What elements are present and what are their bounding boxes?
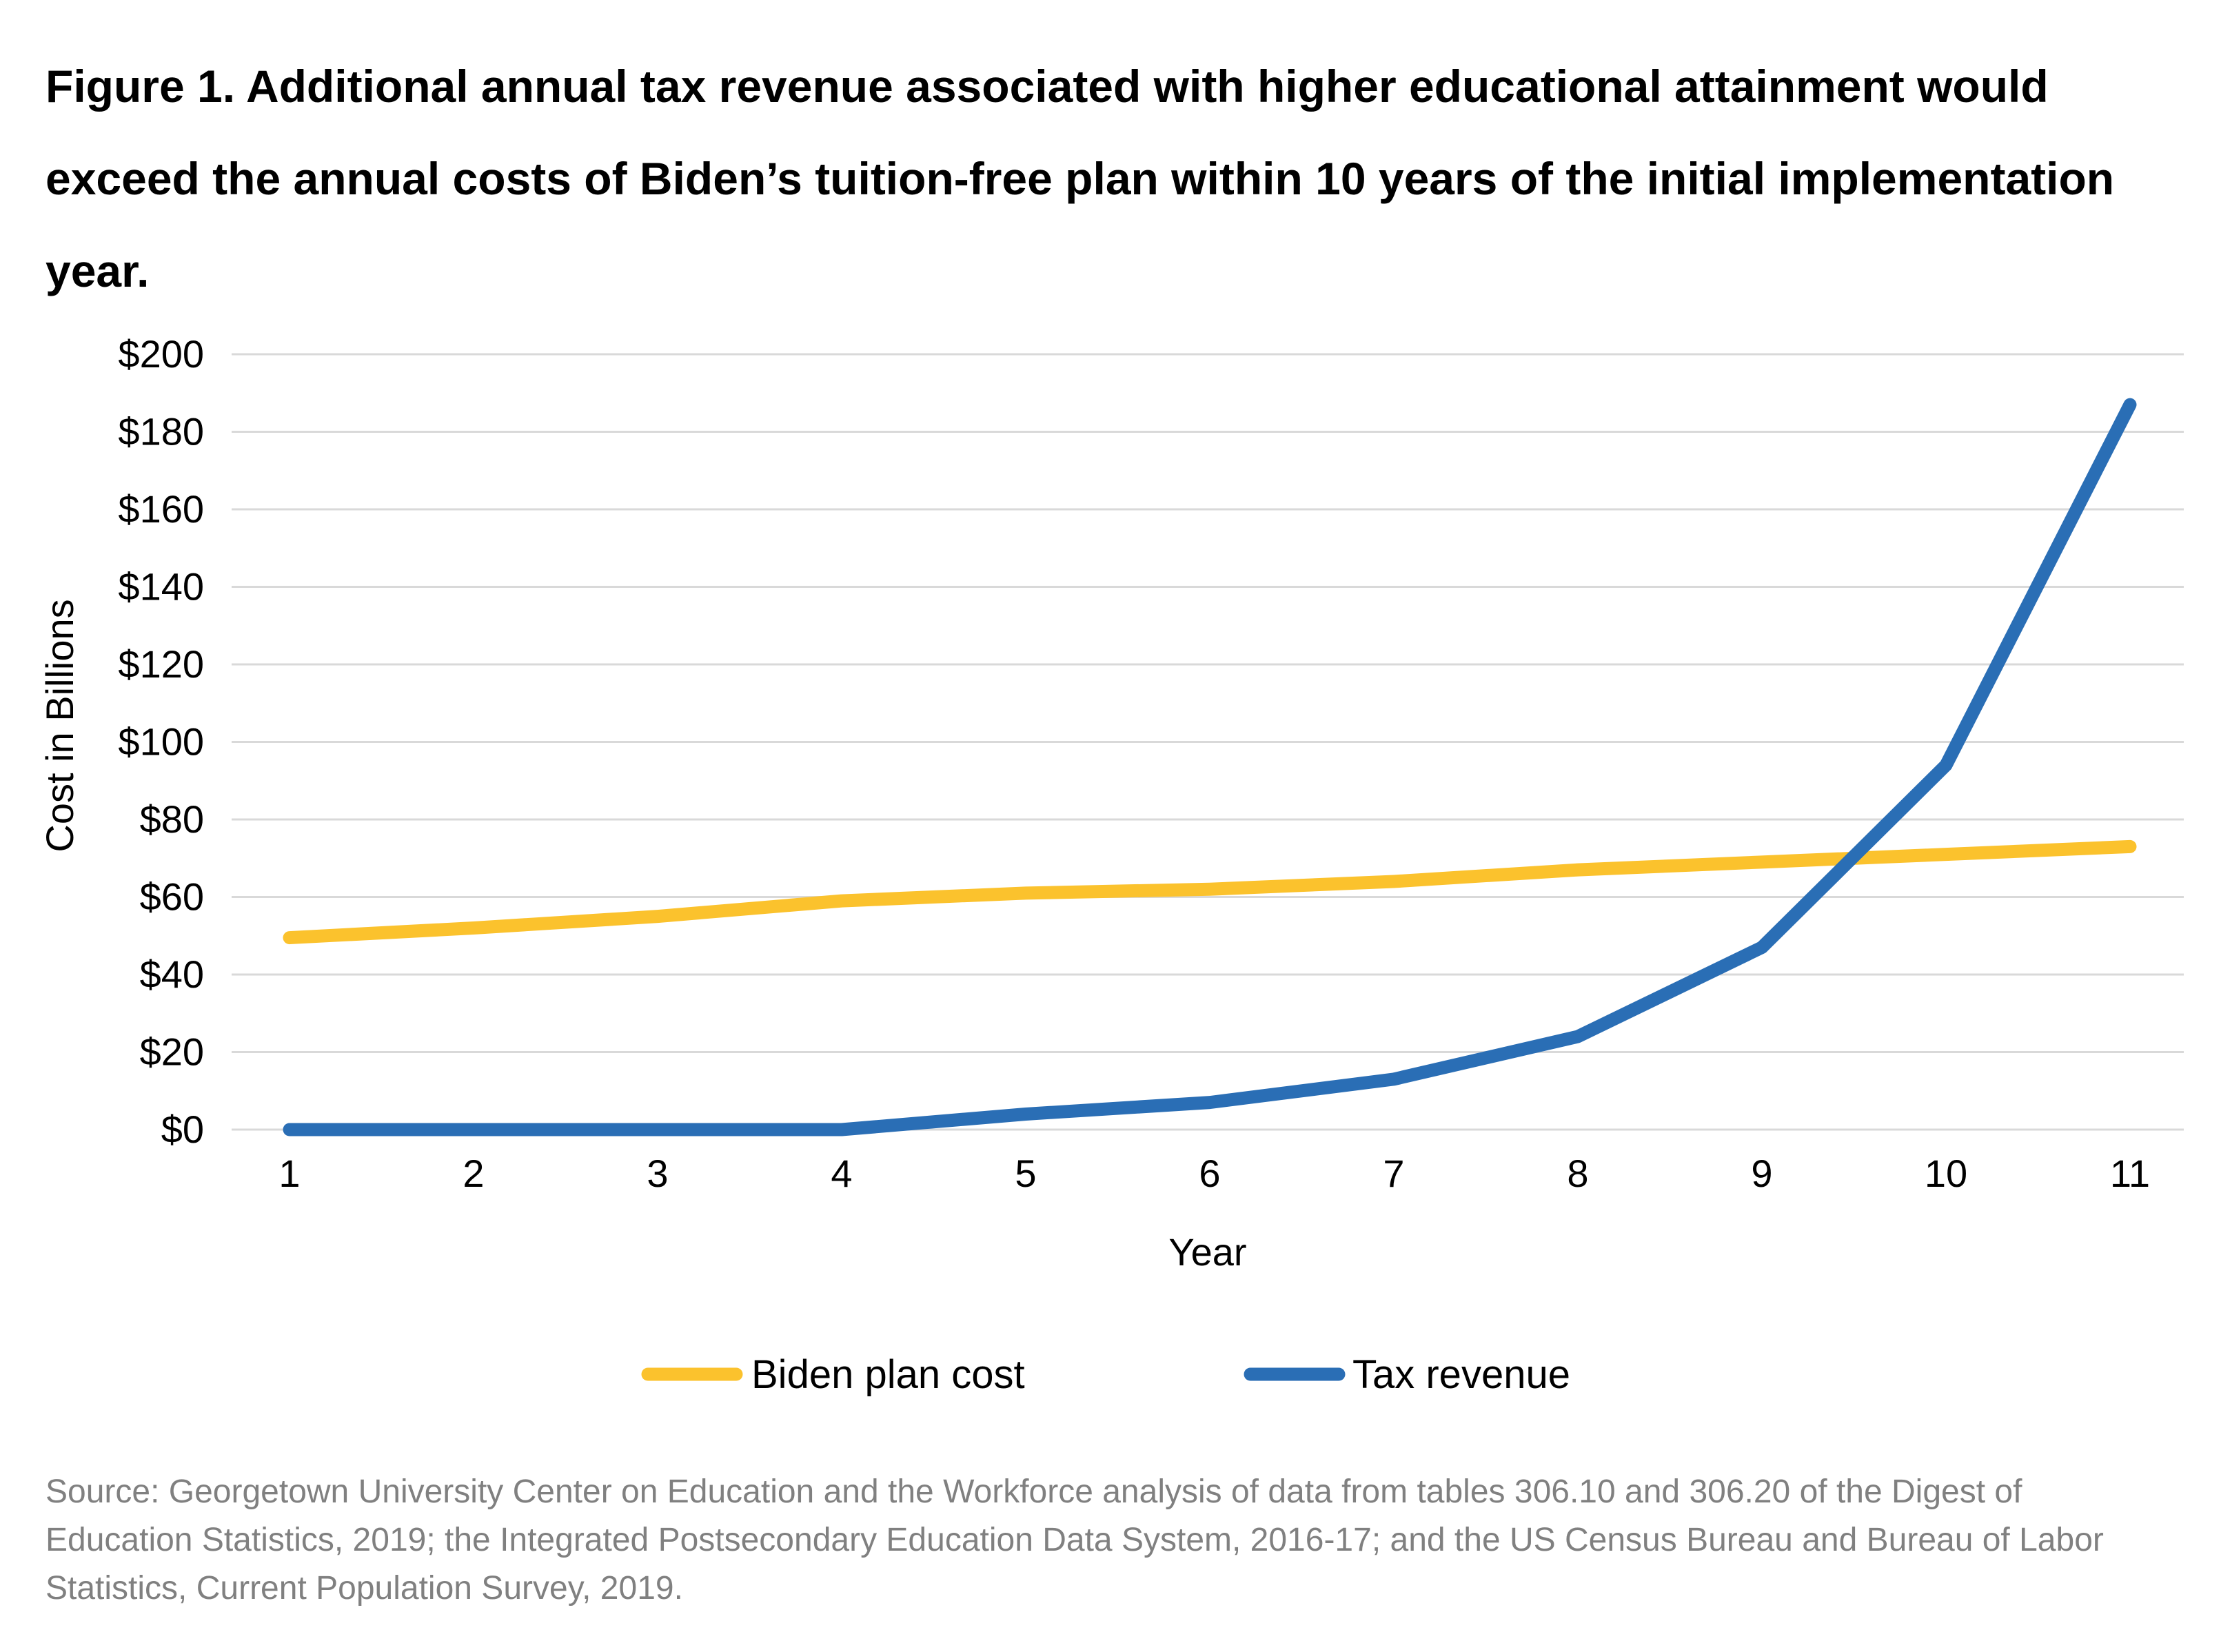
y-tick-label: $180 (118, 410, 204, 453)
x-tick-label: 11 (2110, 1152, 2150, 1195)
y-axis-ticks: $0 $20 $40 $60 $80 $100 $120 $140 $160 $180 $200 (118, 332, 204, 1151)
y-tick-label: $120 (118, 642, 204, 686)
y-tick-label: $60 (140, 875, 204, 919)
x-tick-label: 5 (1015, 1152, 1036, 1195)
x-axis-ticks: 1 2 3 4 5 6 7 8 9 10 11 (278, 1152, 2150, 1195)
x-tick-label: 3 (647, 1152, 668, 1195)
line-chart: $0 $20 $40 $60 $80 $100 $120 $140 $160 $180 $200 1… (38, 332, 2184, 1397)
series-line-1 (283, 398, 2137, 1136)
y-tick-label: $160 (118, 487, 204, 531)
y-tick-label: $40 (140, 952, 204, 996)
x-tick-label: 9 (1751, 1152, 1772, 1195)
legend: Biden plan cost Tax revenue (641, 1352, 1570, 1397)
legend-label: Biden plan cost (751, 1352, 1025, 1397)
x-tick-label: 6 (1199, 1152, 1220, 1195)
source-note: Source: Georgetown University Center on … (45, 1473, 2104, 1607)
x-tick-label: 8 (1567, 1152, 1588, 1195)
y-tick-label: $200 (118, 332, 204, 376)
legend-label: Tax revenue (1352, 1352, 1570, 1397)
x-axis-title: Year (1168, 1230, 1246, 1274)
series-line-0 (283, 839, 2137, 945)
x-tick-label: 10 (1925, 1152, 1967, 1195)
y-tick-label: $0 (161, 1108, 204, 1151)
y-tick-label: $20 (140, 1030, 204, 1074)
y-tick-label: $140 (118, 565, 204, 609)
gridlines (232, 353, 2184, 1131)
x-tick-label: 2 (463, 1152, 484, 1195)
x-tick-label: 4 (831, 1152, 852, 1195)
x-tick-label: 1 (278, 1152, 300, 1195)
y-tick-label: $80 (140, 797, 204, 841)
y-tick-label: $100 (118, 720, 204, 764)
x-tick-label: 7 (1383, 1152, 1404, 1195)
chart-title: Figure 1. Additional annual tax revenue … (45, 61, 2115, 296)
series-lines (283, 398, 2137, 1136)
y-axis-title: Cost in Billions (38, 599, 81, 852)
